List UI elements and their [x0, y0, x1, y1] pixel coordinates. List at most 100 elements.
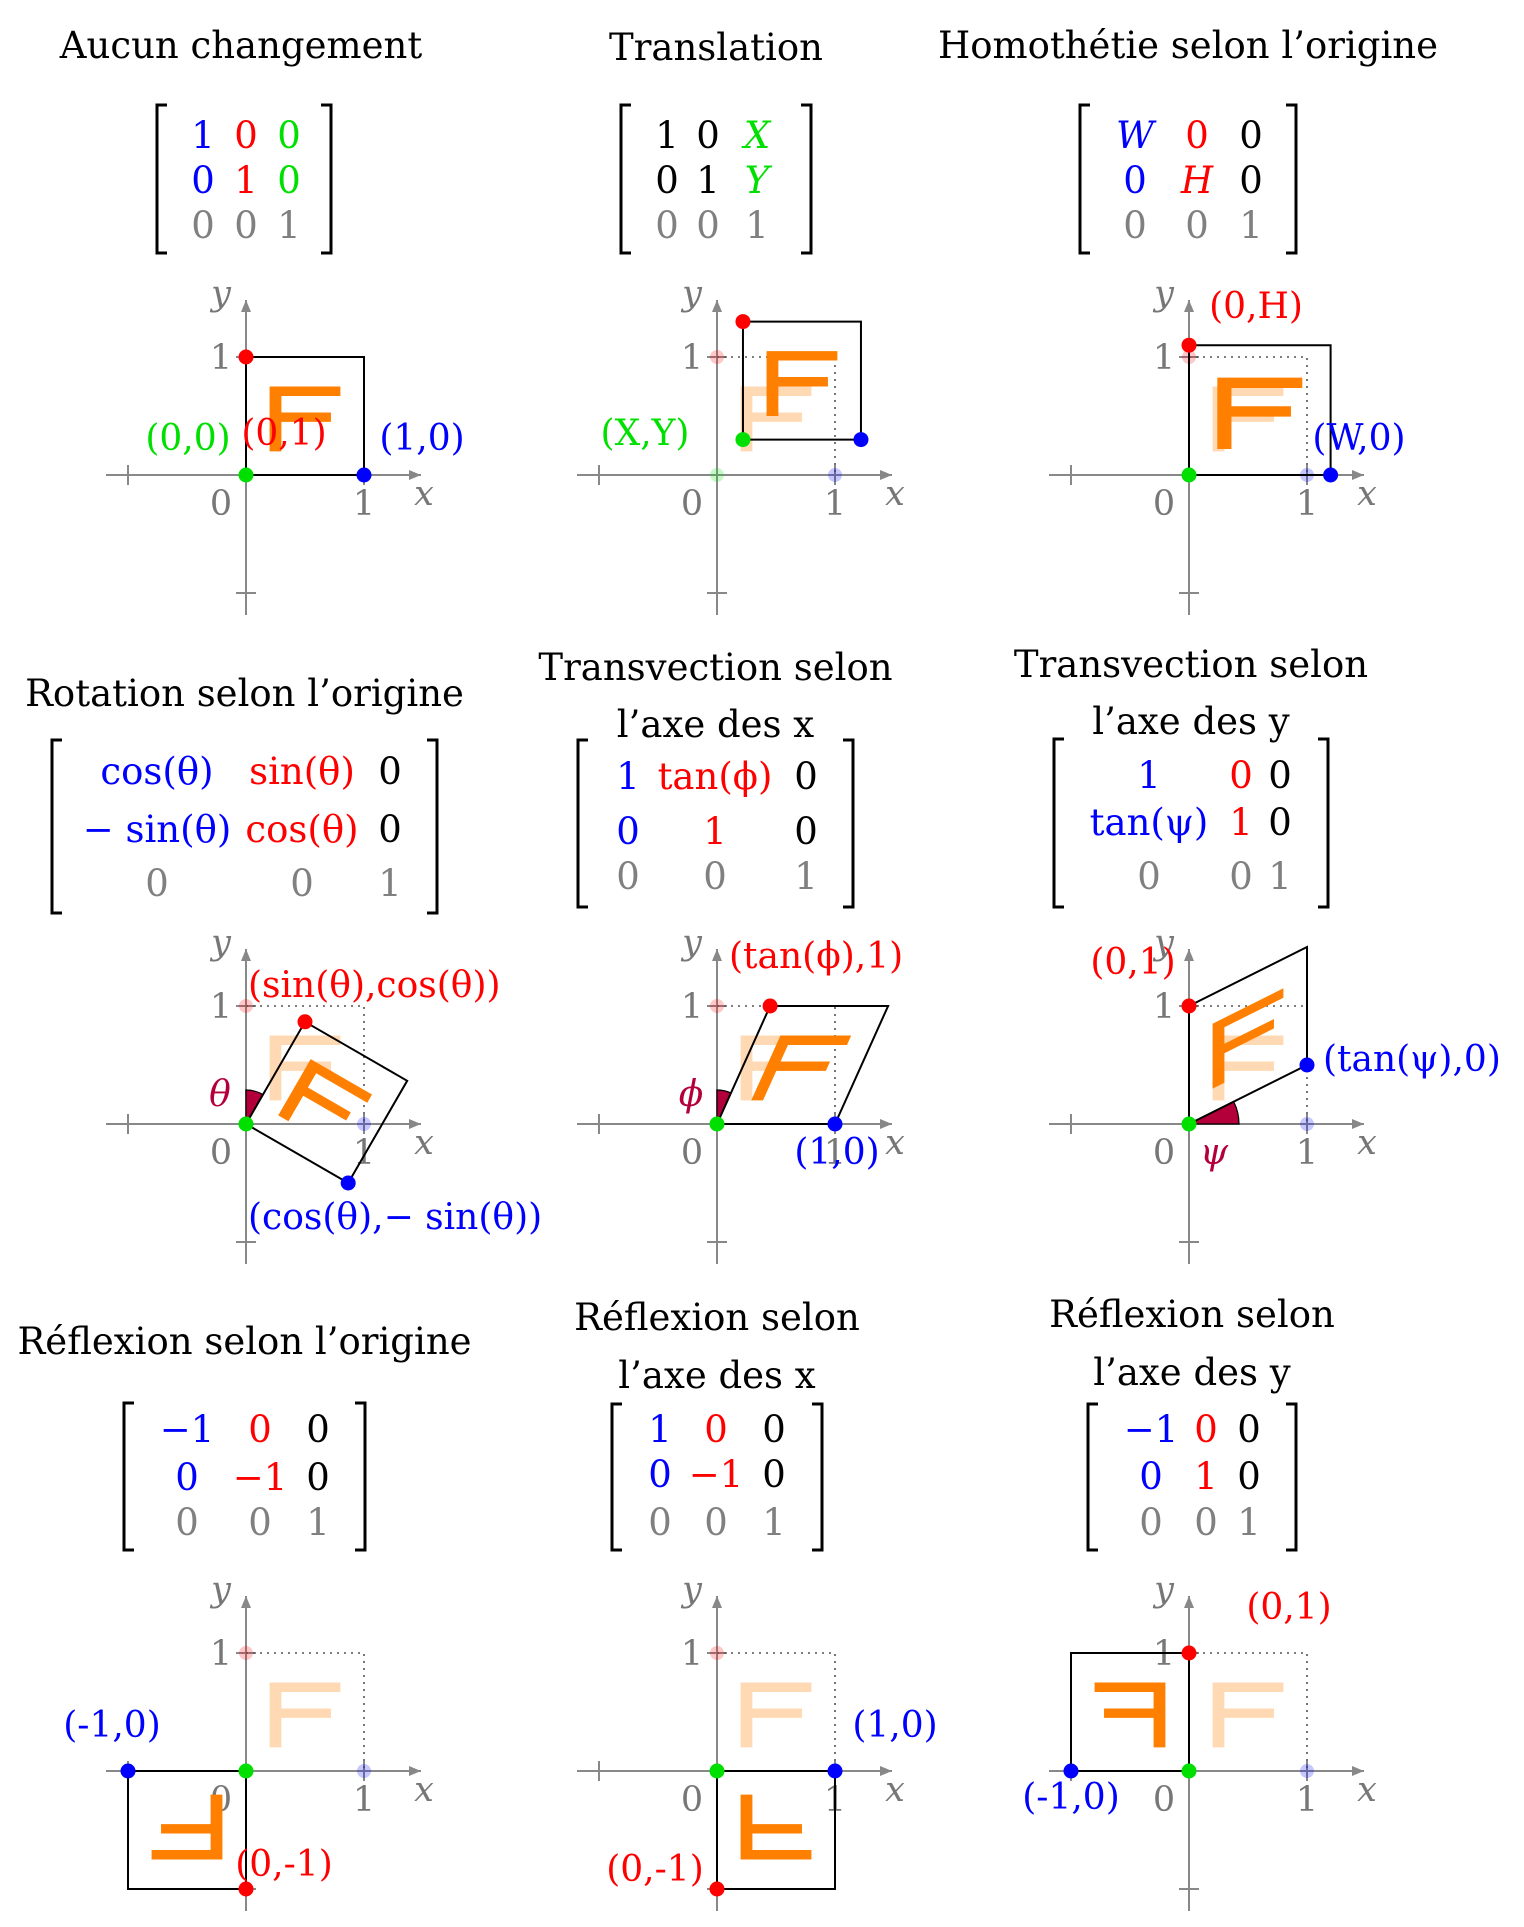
tick-label-x-one: 1 — [353, 1780, 375, 1820]
tick-label-y-one: 1 — [1153, 987, 1175, 1027]
panel-title: Transvection selon — [1014, 643, 1368, 686]
matrix-entry: 0 — [175, 1456, 199, 1499]
point-label: (cos(θ),− sin(θ)) — [248, 1197, 542, 1238]
x-axis-label: x — [1357, 1770, 1377, 1810]
matrix-entry: 0 — [655, 204, 679, 247]
reference-outline — [717, 356, 836, 475]
matrix-entry: 1 — [794, 855, 818, 898]
matrix-entry: 1 — [277, 204, 301, 247]
reference-f-glyph — [740, 1682, 812, 1748]
y-axis-label: y — [1152, 1570, 1175, 1610]
point-label: (0,H) — [1209, 286, 1303, 327]
matrix-entry: tan(ϕ) — [658, 755, 773, 798]
point-label: ψ — [1200, 1132, 1229, 1173]
point-label: (W,0) — [1312, 418, 1405, 459]
point-label: (0,1) — [1246, 1587, 1331, 1628]
matrix-right-bracket — [801, 103, 813, 255]
point-image-of-origin — [709, 1116, 725, 1132]
reference-square — [710, 1646, 842, 1778]
transformed-square — [127, 1770, 247, 1890]
f-glyph — [751, 1035, 852, 1101]
transformed-square — [245, 356, 365, 476]
tick-label-y-one: 1 — [210, 987, 232, 1027]
point-image-of-origin — [238, 467, 254, 483]
panel-title: Réflexion selon — [574, 1296, 860, 1339]
panel-title: Aucun changement — [59, 24, 423, 67]
point-image-of-origin — [238, 1116, 254, 1132]
matrix-entry: 0 — [648, 1453, 672, 1496]
matrix-entry: 0 — [762, 1453, 786, 1496]
point-label: θ — [209, 1074, 231, 1115]
matrix-entry: 0 — [191, 204, 215, 247]
panel-title: Rotation selon l’origine — [25, 672, 464, 715]
x-axis-arrow — [1352, 470, 1364, 480]
f-glyph — [269, 386, 341, 452]
matrix-entry: 1 — [191, 114, 215, 157]
point-image-of-1-0 — [340, 1175, 356, 1191]
point-image-of-0-1 — [1181, 998, 1197, 1014]
panel-title: Réflexion selon — [1049, 1293, 1335, 1336]
matrix-left-bracket — [576, 738, 588, 909]
y-axis-label: y — [680, 274, 703, 314]
transformed-square — [741, 320, 862, 441]
point-label: (tan(ψ),0) — [1323, 1039, 1501, 1080]
y-axis-arrow — [241, 1596, 251, 1608]
matrix-entry: 0 — [248, 1501, 272, 1544]
matrix-left-bracket — [610, 1402, 622, 1552]
tick-label-origin: 0 — [210, 1133, 232, 1173]
matrix-entry: 1 — [762, 1501, 786, 1544]
f-glyph — [766, 351, 838, 416]
tick-label-x-one: 1 — [353, 484, 375, 524]
x-axis-label: x — [885, 1770, 905, 1810]
panel-4: Rotation selon l’origine cos(θ) sin(θ) 0 − s… — [25, 672, 542, 1264]
y-axis-label: y — [680, 1570, 703, 1610]
matrix-entry: 1 — [306, 1501, 330, 1544]
point-image-of-0-1 — [238, 1881, 254, 1897]
reference-point-y — [710, 999, 724, 1013]
reference-point-y — [710, 350, 724, 364]
matrix-entry: 1 — [1237, 1501, 1261, 1544]
matrix-entry: 0 — [1123, 204, 1147, 247]
point-image-of-0-1 — [1181, 1645, 1197, 1661]
x-axis-label: x — [414, 1123, 434, 1163]
y-axis-arrow — [1184, 949, 1194, 961]
matrix-entry: 0 — [248, 1408, 272, 1451]
panel-title: l’axe des y — [1092, 700, 1290, 743]
matrix-entry: 0 — [277, 159, 301, 202]
point-label: (0,-1) — [606, 1849, 704, 1890]
f-glyph — [740, 1794, 812, 1860]
reference-point-x — [828, 468, 842, 482]
point-label: (-1,0) — [1022, 1777, 1120, 1818]
reference-point-x — [1300, 1117, 1314, 1131]
reference-point-y — [239, 1646, 253, 1660]
matrix-left-bracket — [1086, 1402, 1098, 1552]
matrix-entry: 0 — [1137, 855, 1161, 898]
matrix-entry: 0 — [378, 750, 402, 793]
matrix-entry: 0 — [794, 810, 818, 853]
matrix-right-bracket — [427, 738, 439, 915]
point-image-of-1-0 — [120, 1763, 136, 1779]
transformed-square — [244, 1020, 409, 1185]
matrix-left-bracket — [50, 738, 62, 915]
point-label: (1,0) — [794, 1132, 879, 1173]
f-glyph — [151, 1794, 223, 1860]
matrix-right-bracket — [321, 103, 333, 255]
matrix-entry: 0 — [234, 114, 258, 157]
y-axis-label: y — [209, 274, 232, 314]
reference-f-glyph — [269, 1682, 341, 1748]
matrix-entry: 0 — [616, 810, 640, 853]
x-axis-label: x — [1357, 1123, 1377, 1163]
matrix-entry: 0 — [145, 862, 169, 905]
transformed-square — [1188, 344, 1332, 476]
point-image-of-0-1 — [762, 998, 778, 1014]
matrix-entry: 1 — [378, 862, 402, 905]
matrix-entry: 0 — [1194, 1408, 1218, 1451]
matrix-entry: 0 — [306, 1408, 330, 1451]
reference-square — [239, 1646, 371, 1778]
point-label: (1,0) — [379, 418, 464, 459]
